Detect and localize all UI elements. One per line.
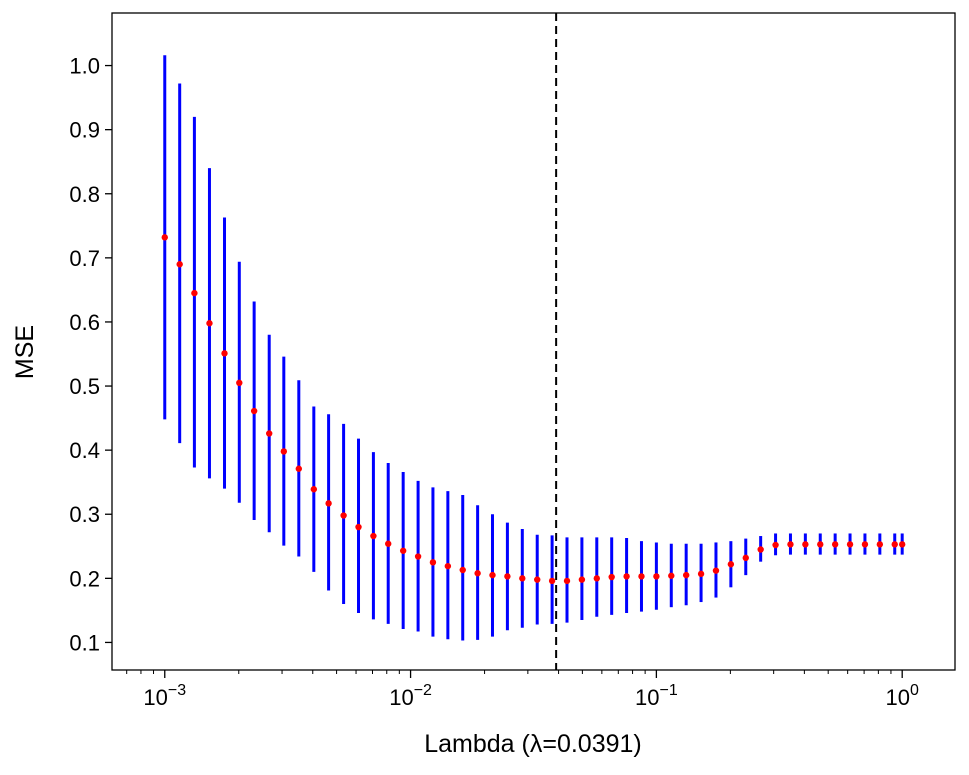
mse-point — [876, 541, 884, 548]
x-axis-ticks: 10−3 10−2 10−1 100 — [126, 670, 919, 710]
mse-point — [504, 573, 511, 580]
mse-point — [608, 573, 615, 581]
y-tick-label: 0.3 — [69, 502, 100, 527]
mse-points — [161, 234, 906, 585]
mse-point — [399, 547, 407, 554]
mse-point — [370, 532, 377, 540]
mse-point — [534, 576, 541, 583]
mse-point — [772, 541, 779, 549]
mse-point — [221, 350, 228, 357]
mse-point — [340, 512, 347, 519]
mse-point — [787, 541, 794, 548]
mse-point — [325, 500, 332, 507]
mse-point — [489, 571, 496, 579]
mse-point — [206, 320, 213, 327]
y-tick-label: 0.4 — [69, 438, 100, 463]
mse-point — [653, 573, 660, 580]
y-tick-label: 0.8 — [69, 182, 100, 207]
mse-point — [831, 541, 839, 548]
y-tick-label: 0.1 — [69, 630, 100, 655]
mse-point — [474, 570, 481, 577]
mse-point — [757, 546, 764, 553]
mse-point — [682, 571, 690, 579]
x-tick-label: 10−1 — [635, 682, 678, 710]
mse-point — [712, 567, 720, 574]
mse-point — [355, 523, 362, 531]
mse-point — [310, 486, 318, 493]
mse-point — [891, 541, 898, 548]
mse-point — [898, 541, 906, 548]
mse-point — [578, 576, 586, 583]
mse-point — [548, 577, 556, 585]
plot-frame — [111, 12, 956, 671]
mse-point — [817, 541, 824, 548]
y-tick-label: 0.6 — [69, 310, 100, 335]
mse-point — [429, 559, 437, 566]
mse-point — [742, 554, 749, 562]
y-tick-label: 0.9 — [69, 118, 100, 143]
mse-point — [444, 562, 452, 570]
y-tick-label: 1.0 — [69, 54, 100, 79]
mse-point — [191, 289, 198, 297]
y-tick-label: 0.2 — [69, 566, 100, 591]
mse-point — [295, 465, 303, 472]
x-tick-label: 10−3 — [143, 682, 186, 710]
mse-point — [161, 234, 168, 241]
mse-point — [563, 577, 571, 585]
mse-point — [414, 553, 422, 560]
mse-point — [266, 430, 273, 437]
y-axis-label: MSE — [11, 325, 39, 379]
mse-point — [519, 575, 526, 582]
x-tick-label: 10−2 — [389, 682, 432, 710]
mse-point — [802, 541, 809, 548]
y-tick-label: 0.5 — [69, 374, 100, 399]
mse-point — [459, 566, 466, 574]
mse-point — [176, 261, 183, 268]
mse-point — [638, 573, 645, 580]
mse-point — [593, 575, 600, 582]
mse-point — [236, 379, 243, 387]
mse-point — [668, 572, 675, 579]
mse-point — [280, 448, 288, 455]
mse-point — [846, 541, 854, 548]
mse-point — [861, 541, 869, 548]
mse-point — [623, 573, 630, 580]
mse-point — [385, 540, 392, 547]
x-axis-label: Lambda (λ=0.0391) — [424, 730, 642, 758]
mse-point — [250, 407, 258, 415]
y-axis-ticks: 0.1 0.2 0.3 0.4 0.5 0.6 0.7 0.8 0.9 1.0 — [69, 54, 112, 655]
mse-point — [697, 570, 705, 578]
mse-point — [727, 561, 735, 568]
y-tick-label: 0.7 — [69, 246, 100, 271]
x-tick-label: 100 — [885, 682, 918, 710]
